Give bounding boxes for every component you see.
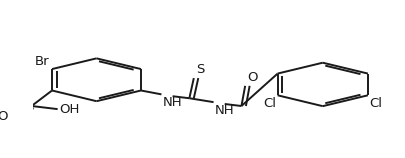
Text: Cl: Cl <box>262 97 275 110</box>
Text: OH: OH <box>59 103 79 116</box>
Text: O: O <box>247 71 257 84</box>
Text: S: S <box>196 63 204 76</box>
Text: Cl: Cl <box>369 97 382 110</box>
Text: NH: NH <box>215 104 234 117</box>
Text: O: O <box>0 110 8 123</box>
Text: Br: Br <box>34 55 49 68</box>
Text: NH: NH <box>162 96 182 109</box>
